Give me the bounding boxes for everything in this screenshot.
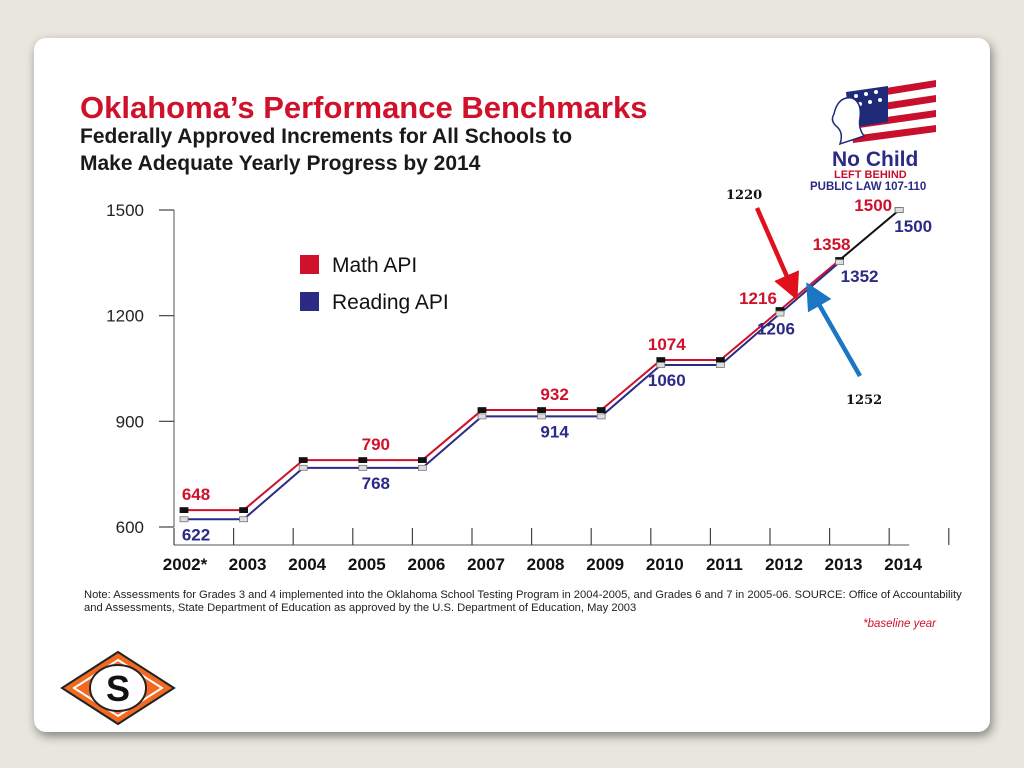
- reading-point: [179, 516, 189, 523]
- math-point: [596, 407, 606, 413]
- reading-point: [835, 259, 844, 266]
- reading-point: [358, 464, 368, 471]
- annotation-label: 1220: [726, 188, 762, 203]
- logo-line-3: PUBLIC LAW 107-110: [810, 181, 926, 192]
- legend-swatch: [300, 292, 319, 311]
- red-arrow: [754, 207, 799, 301]
- x-tick-label: 2004: [288, 555, 326, 574]
- data-label: 768: [362, 474, 390, 493]
- y-tick-label: 1500: [106, 201, 144, 220]
- chart-series: [179, 207, 904, 523]
- data-label: 1074: [648, 335, 686, 354]
- x-tick-label: 2013: [825, 555, 863, 574]
- blue-arrow: [806, 282, 862, 378]
- chart-data-labels: 648 622 790 768 932 914 1074 1060 1216 1206 1358 13…: [182, 196, 932, 544]
- series-line-reading: [184, 261, 841, 521]
- x-tick-label: 2014: [884, 555, 922, 574]
- data-label: 790: [362, 435, 390, 454]
- data-label: 914: [540, 422, 569, 441]
- flag-icon: [831, 78, 938, 156]
- slide: Oklahoma’s Performance Benchmarks Federa…: [34, 38, 990, 732]
- reading-point: [537, 413, 547, 420]
- subtitle-line-1: Federally Approved Increments for All Sc…: [80, 125, 573, 148]
- math-point: [358, 457, 368, 463]
- y-tick-label: 1200: [106, 307, 144, 326]
- data-label: 1060: [648, 371, 686, 390]
- reading-point: [417, 464, 427, 471]
- reading-point: [298, 464, 308, 471]
- math-point: [417, 457, 427, 463]
- footnote: Note: Assessments for Grades 3 and 4 imp…: [84, 589, 962, 614]
- math-point: [716, 357, 725, 363]
- series-line-math: [184, 259, 841, 512]
- math-point: [298, 457, 308, 463]
- subtitle-line-2: Make Adequate Yearly Progress by 2014: [80, 152, 481, 175]
- logo-line-1: No Child: [832, 148, 918, 171]
- page-title: Oklahoma’s Performance Benchmarks: [80, 90, 648, 125]
- math-point: [656, 357, 666, 363]
- data-label: 1500: [894, 217, 932, 236]
- y-tick-label: 600: [116, 518, 144, 537]
- reading-point: [894, 207, 904, 213]
- data-label: 1206: [757, 320, 795, 339]
- data-label: 1358: [813, 235, 851, 254]
- data-label: 1216: [739, 289, 777, 308]
- math-point: [477, 407, 487, 413]
- x-tick-label: 2012: [765, 555, 803, 574]
- math-point: [179, 507, 189, 513]
- x-tick-label: 2009: [586, 555, 624, 574]
- annotation-label: 1252: [846, 393, 882, 408]
- data-label: 622: [182, 525, 210, 544]
- x-tick-label: 2005: [348, 555, 386, 574]
- x-tick-label: 2007: [467, 555, 505, 574]
- math-point: [239, 507, 249, 513]
- data-label: 1352: [841, 267, 879, 286]
- series-line-final-segment: [838, 209, 900, 261]
- data-label: 648: [182, 485, 210, 504]
- x-tick-label: 2008: [527, 555, 565, 574]
- s-logo: S: [60, 650, 176, 726]
- chart-annotations: 1220 1252: [726, 188, 882, 408]
- benchmark-chart: 600 900 1200 1500 2002* 2003 2004 2005 2006 2007 2…: [106, 188, 950, 574]
- no-child-left-behind-logo: No Child LEFT BEHIND PUBLIC LAW 107-110: [810, 78, 938, 192]
- y-tick-label: 900: [116, 412, 144, 431]
- data-label: 1500: [854, 196, 892, 215]
- reading-point: [239, 516, 249, 523]
- reading-point: [716, 362, 725, 368]
- chart-axes: 600 900 1200 1500 2002* 2003 2004 2005 2006 2007 2…: [106, 201, 950, 574]
- math-point: [537, 407, 547, 413]
- reading-point: [775, 310, 785, 317]
- reading-point: [596, 413, 606, 420]
- data-label: 932: [540, 385, 568, 404]
- s-logo-letter: S: [106, 668, 130, 709]
- logo-line-2: LEFT BEHIND: [834, 169, 907, 181]
- baseline-year-note: *baseline year: [863, 618, 936, 630]
- x-tick-label: 2002*: [163, 555, 208, 574]
- reading-point: [656, 362, 666, 368]
- x-tick-label: 2003: [229, 555, 267, 574]
- legend-swatch: [300, 255, 319, 274]
- page-subtitle: Federally Approved Increments for All Sc…: [80, 123, 572, 177]
- x-tick-label: 2010: [646, 555, 684, 574]
- chart-legend: Math API Reading API: [300, 254, 449, 314]
- x-tick-label: 2006: [407, 555, 445, 574]
- reading-point: [477, 413, 487, 420]
- legend-label: Reading API: [332, 291, 449, 314]
- x-tick-label: 2011: [706, 555, 743, 574]
- legend-label: Math API: [332, 254, 417, 277]
